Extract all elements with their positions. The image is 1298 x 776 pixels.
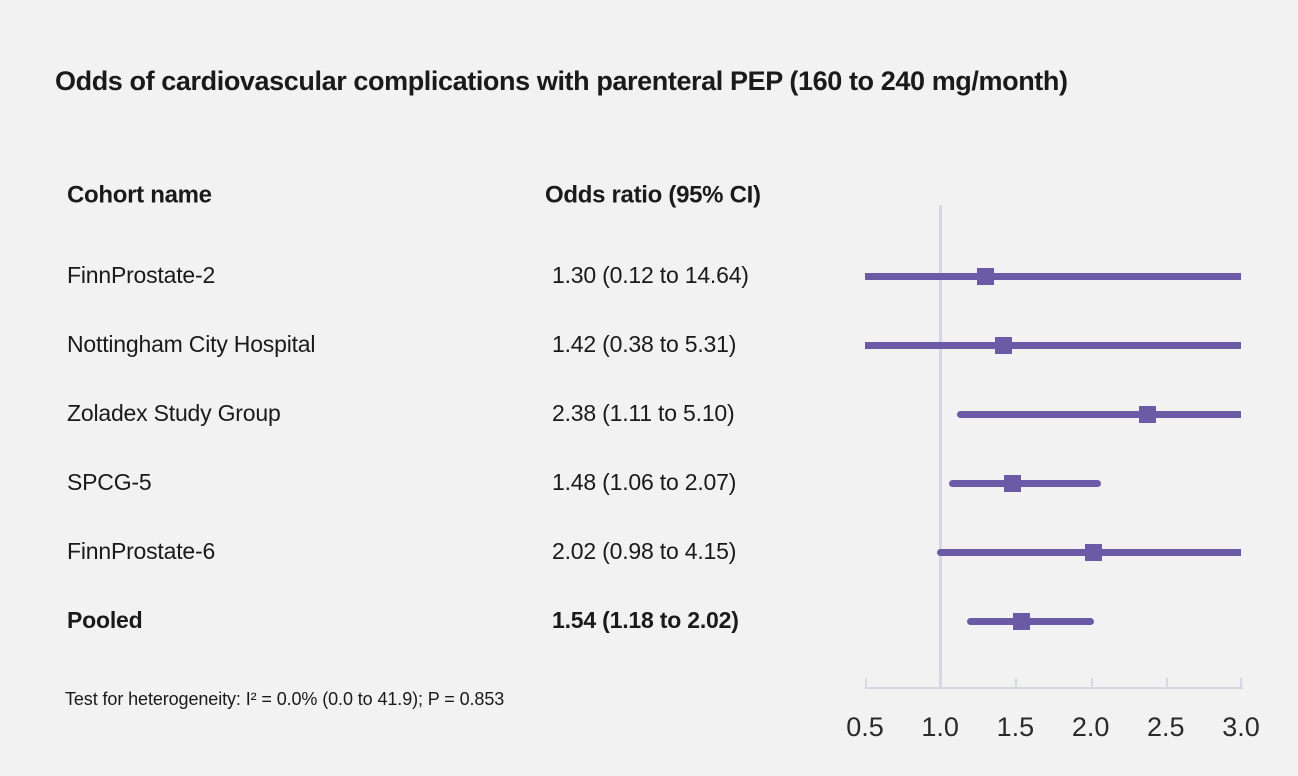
row-label: SPCG-5 (67, 468, 152, 495)
axis-tick-label: 1.0 (921, 712, 959, 742)
estimate-marker (1003, 474, 1021, 492)
axis-tick-label: 1.5 (996, 712, 1035, 742)
x-axis-line (865, 687, 1243, 689)
chart-title: Odds of cardiovascular complications wit… (55, 66, 1068, 96)
column-header-cohort-name: Cohort name (67, 181, 212, 209)
ci-line (956, 410, 1241, 418)
reference-line (938, 205, 942, 687)
axis-tick-label: 2.0 (1071, 712, 1110, 742)
row-label: FinnProstate-6 (67, 537, 216, 564)
column-header-odds-ratio: Odds ratio (95% CI) (545, 181, 761, 209)
row-value: 1.54 (1.18 to 2.02) (552, 606, 739, 633)
estimate-marker (1139, 405, 1157, 423)
row-label: Nottingham City Hospital (67, 330, 316, 357)
ci-line (865, 272, 1241, 280)
row-label: Pooled (67, 606, 143, 633)
heterogeneity-footnote: Test for heterogeneity: I² = 0.0% (0.0 t… (65, 689, 505, 710)
axis-tick (1090, 678, 1093, 687)
row-label: FinnProstate-2 (67, 261, 216, 288)
estimate-marker (994, 336, 1012, 354)
row-value: 1.42 (0.38 to 5.31) (552, 330, 737, 357)
ci-line (967, 617, 1094, 625)
axis-tick (1240, 678, 1242, 687)
row-value: 2.02 (0.98 to 4.15) (552, 537, 737, 564)
axis-tick-label: 2.5 (1147, 712, 1185, 742)
estimate-marker (1085, 543, 1103, 561)
axis-tick (940, 678, 943, 687)
ci-line (949, 479, 1102, 487)
row-label: Zoladex Study Group (67, 399, 281, 426)
row-value: 2.38 (1.11 to 5.10) (552, 399, 735, 426)
row-value: 1.30 (0.12 to 14.64) (552, 261, 749, 288)
pooled-estimate-marker (1012, 612, 1030, 630)
axis-tick (1015, 678, 1018, 687)
axis-tick-label: 0.5 (846, 712, 884, 742)
axis-tick (865, 678, 867, 687)
axis-tick (1165, 678, 1168, 687)
estimate-marker (976, 267, 994, 285)
row-value: 1.48 (1.06 to 2.07) (552, 468, 737, 495)
ci-line (865, 341, 1241, 349)
axis-tick-label: 3.0 (1222, 712, 1260, 742)
